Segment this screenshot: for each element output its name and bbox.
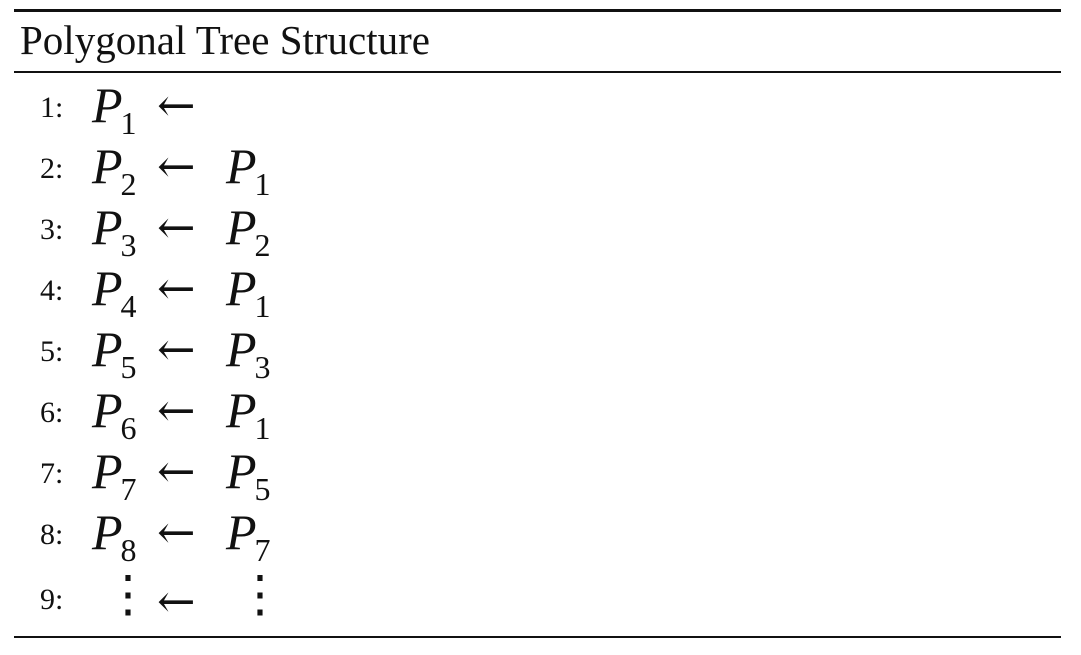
lhs-symbol: P8 <box>92 504 137 568</box>
assign-arrow: ← <box>157 78 196 132</box>
line-number: 4: <box>40 274 64 307</box>
list-item: 1: P1 ← <box>0 76 1081 141</box>
list-item: 7: P7 ← P5 <box>0 442 1081 507</box>
rhs-symbol: P1 <box>226 138 271 202</box>
lhs-symbol: P6 <box>92 382 137 446</box>
lhs-symbol: P7 <box>92 443 137 507</box>
lhs-symbol: P4 <box>92 260 137 324</box>
line-number: 1: <box>40 91 64 124</box>
assign-arrow: ← <box>157 139 196 193</box>
rhs-symbol: P1 <box>226 382 271 446</box>
rhs-symbol: P3 <box>226 321 271 385</box>
assign-arrow: ← <box>157 322 196 376</box>
rhs-symbol: P7 <box>226 504 271 568</box>
lhs-symbol: P5 <box>92 321 137 385</box>
assign-arrow: ← <box>157 444 196 498</box>
assign-arrow: ← <box>157 261 196 315</box>
bottom-rule <box>14 636 1061 638</box>
line-number: 2: <box>40 152 64 185</box>
table-title: Polygonal Tree Structure <box>20 17 430 63</box>
lhs-symbol: P3 <box>92 199 137 263</box>
header-rule <box>14 71 1061 73</box>
vertical-ellipsis-icon: ⋮ <box>235 565 285 623</box>
list-item: 2: P2 ← P1 <box>0 137 1081 202</box>
assign-arrow: ← <box>157 505 196 559</box>
list-item: 6: P6 ← P1 <box>0 381 1081 446</box>
assign-arrow: ← <box>157 200 196 254</box>
lhs-symbol: P1 <box>92 77 137 141</box>
list-item: 5: P5 ← P3 <box>0 320 1081 385</box>
rhs-symbol: P1 <box>226 260 271 324</box>
line-number: 5: <box>40 335 64 368</box>
list-item: 4: P4 ← P1 <box>0 259 1081 324</box>
lhs-symbol: P2 <box>92 138 137 202</box>
line-number: 8: <box>40 518 64 551</box>
list-item: 8: P8 ← P7 <box>0 503 1081 568</box>
line-number: 6: <box>40 396 64 429</box>
algorithm-rows: 1: P1 ← 2: P2 ← P1 3: P3 ← P2 4: P4 ← P1… <box>0 76 1081 630</box>
list-item: 9: ⋮ ← ⋮ <box>0 564 1081 630</box>
vertical-ellipsis-icon: ⋮ <box>103 565 153 623</box>
rhs-symbol: P2 <box>226 199 271 263</box>
assign-arrow: ← <box>157 383 196 437</box>
line-number: 9: <box>40 583 64 616</box>
assign-arrow: ← <box>157 574 196 628</box>
line-number: 7: <box>40 457 64 490</box>
line-number: 3: <box>40 213 64 246</box>
rhs-symbol: P5 <box>226 443 271 507</box>
list-item: 3: P3 ← P2 <box>0 198 1081 263</box>
top-rule <box>14 9 1061 12</box>
